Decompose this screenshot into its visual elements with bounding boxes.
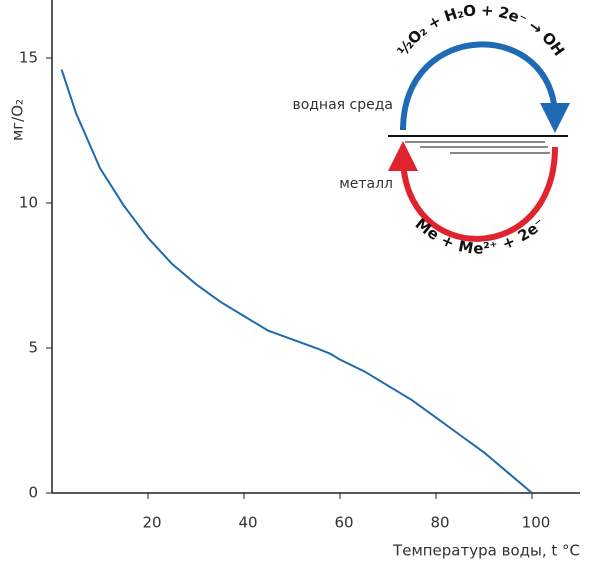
reaction-top-text: ½O₂ + H₂O + 2e⁻ → OH	[393, 1, 568, 59]
x-tick-label: 40	[238, 514, 257, 532]
y-axis-label: мг/O₂	[9, 99, 27, 141]
x-tick-label: 80	[430, 514, 449, 532]
x-axis-label: Температура воды, t °C	[392, 542, 580, 560]
red-arrow	[388, 141, 558, 242]
y-tick-label: 5	[28, 339, 38, 357]
line	[60, 69, 533, 494]
blue-arrow	[400, 41, 570, 133]
diagram: ½O₂ + H₂O + 2e⁻ → OH водная среда металл…	[292, 1, 570, 257]
y-tick-label: 0	[28, 484, 38, 502]
x-tick-label: 100	[522, 514, 551, 532]
metal-label: металл	[339, 176, 393, 192]
x-tick-label: 60	[334, 514, 353, 532]
y-tick-label: 10	[19, 194, 38, 212]
x-tick-label: 20	[142, 514, 161, 532]
reaction-top: ½O₂ + H₂O + 2e⁻ → OH	[393, 1, 568, 59]
water-label: водная среда	[292, 97, 393, 113]
y-tick-label: 15	[19, 49, 38, 67]
